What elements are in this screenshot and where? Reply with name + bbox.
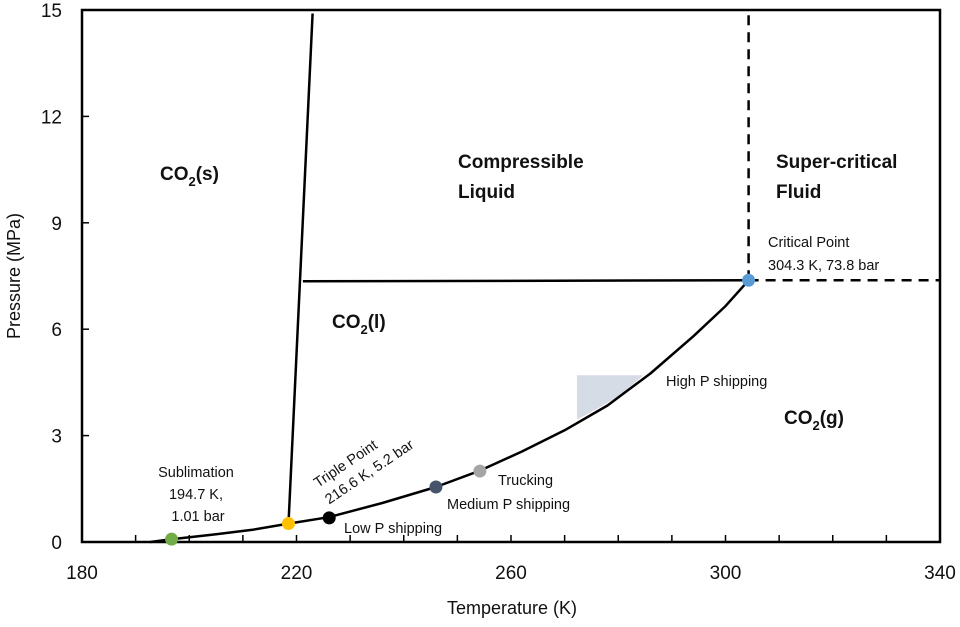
low-p-shipping-label: Low P shipping <box>344 521 442 537</box>
sublimation-point <box>165 532 179 546</box>
vaporization-curve <box>149 279 750 544</box>
y-tick-label: 9 <box>51 214 62 235</box>
triple-point-label: Triple Point 216.6 K, 5.2 bar <box>311 420 417 508</box>
x-tick-label: 180 <box>66 563 98 584</box>
sublimation-label: Sublimation 194.7 K, 1.01 bar <box>158 465 238 525</box>
x-tick-label: 220 <box>281 563 313 584</box>
compressible-liquid-boundary <box>302 279 749 283</box>
region-solid-label: CO2(s) <box>160 164 219 189</box>
melting-curve <box>287 13 314 524</box>
x-tick-label: 300 <box>710 563 742 584</box>
x-tick-label: 260 <box>495 563 527 584</box>
trucking-label: Trucking <box>498 473 553 489</box>
region-supercritical-label: Super-critical Fluid <box>776 152 903 203</box>
low-p-shipping-point <box>322 511 336 525</box>
y-tick-label: 0 <box>51 533 62 554</box>
high-p-shipping-label: High P shipping <box>666 374 767 390</box>
y-tick-label: 12 <box>41 107 62 128</box>
medium-p-shipping-point <box>429 480 443 494</box>
critical-point-point <box>742 273 756 287</box>
y-tick-label: 3 <box>51 427 62 448</box>
critical-point-label: Critical Point 304.3 K, 73.8 bar <box>768 235 879 274</box>
region-compressible-liquid-label: Compressible Liquid <box>458 152 589 203</box>
medium-p-shipping-label: Medium P shipping <box>447 497 570 513</box>
x-axis-label: Temperature (K) <box>447 598 577 618</box>
region-liquid-label: CO2(l) <box>332 312 386 337</box>
y-axis-label: Pressure (MPa) <box>4 213 24 339</box>
x-tick-label: 340 <box>924 563 956 584</box>
high-p-shipping-region <box>576 375 644 420</box>
plot-frame <box>80 8 942 544</box>
trucking-point <box>473 464 487 478</box>
y-tick-label: 15 <box>41 1 62 22</box>
y-tick-label: 6 <box>51 320 62 341</box>
triple-point-point <box>281 517 295 531</box>
region-gas-label: CO2(g) <box>784 408 844 433</box>
